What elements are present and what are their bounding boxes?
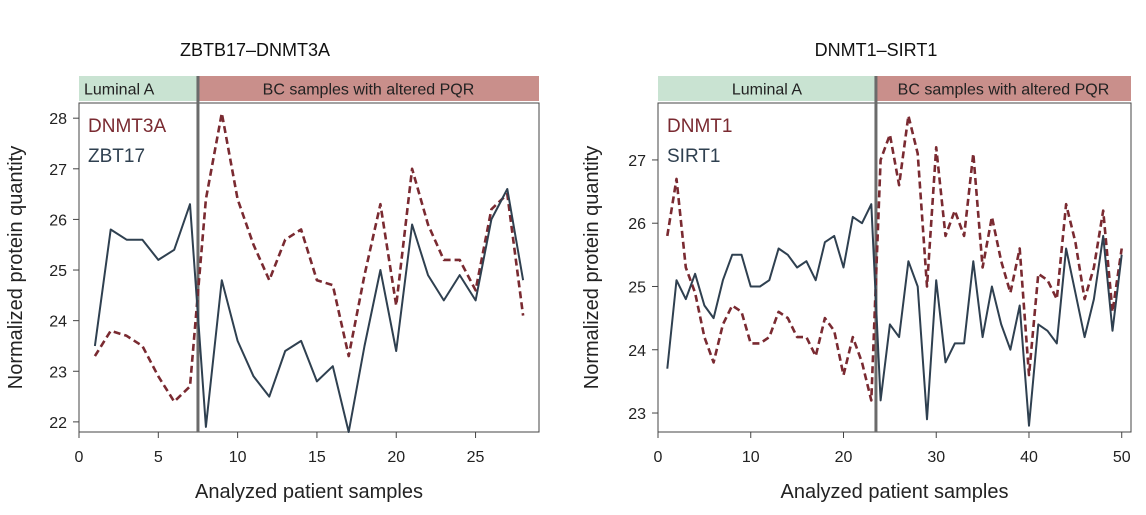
x-axis-label: Analyzed patient samples: [195, 481, 423, 503]
legend-label-sirt1: SIRT1: [667, 146, 721, 167]
legend-label-dnmt1: DNMT1: [667, 116, 732, 137]
x-tick-label: 40: [1020, 449, 1038, 466]
y-tick-label: 24: [49, 314, 67, 331]
y-axis-label: Normalized protein quantity: [5, 146, 27, 389]
group-band-label-2: BC samples with altered PQR: [263, 82, 475, 99]
x-axis-label: Analyzed patient samples: [781, 481, 1009, 503]
x-tick-label: 0: [654, 449, 663, 466]
x-tick-label: 0: [75, 449, 84, 466]
legend-label-zbt17: ZBT17: [88, 146, 145, 167]
x-tick-label: 30: [927, 449, 945, 466]
x-tick-label: 20: [387, 449, 405, 466]
series-line-dnmt1: [666, 114, 1123, 402]
chart-panel-2: DNMT1–SIRT1 Luminal A BC samples with alte…: [581, 40, 1132, 503]
x-tick-label: 25: [467, 449, 485, 466]
x-tick-label: 15: [308, 449, 326, 466]
plot-frame: [657, 102, 1132, 433]
y-tick-label: 25: [628, 279, 646, 296]
y-tick-label: 25: [49, 263, 67, 280]
y-tick-label: 24: [628, 343, 646, 360]
series-line-zbt17: [93, 188, 525, 433]
x-tick-label: 10: [742, 449, 760, 466]
group-band-label-1: Luminal A: [732, 82, 803, 99]
group-band-1: [658, 76, 875, 101]
group-band-2: [876, 76, 1131, 101]
y-tick-label: 22: [49, 415, 67, 432]
group-band-2: [198, 76, 539, 101]
y-tick-label: 27: [628, 153, 646, 170]
y-tick-label: 23: [49, 364, 67, 381]
x-tick-label: 20: [835, 449, 853, 466]
group-band-1: [79, 76, 197, 101]
x-tick-label: 5: [154, 449, 163, 466]
chart-title: ZBTB17–DNMT3A: [180, 40, 330, 60]
y-tick-label: 26: [49, 212, 67, 229]
y-axis-label: Normalized protein quantity: [581, 146, 603, 389]
series-line-sirt1: [666, 203, 1123, 427]
y-tick-label: 28: [49, 111, 67, 128]
x-tick-label: 10: [229, 449, 247, 466]
plot-frame: [78, 102, 540, 433]
group-band-label-2: BC samples with altered PQR: [898, 82, 1110, 99]
chart-panel-1: ZBTB17–DNMT3A Luminal A BC samples with al…: [5, 40, 540, 503]
series-line-dnmt3a: [93, 111, 525, 403]
legend-label-dnmt3a: DNMT3A: [88, 116, 166, 137]
y-tick-label: 26: [628, 216, 646, 233]
y-tick-label: 23: [628, 406, 646, 423]
y-tick-label: 27: [49, 162, 67, 179]
x-tick-label: 50: [1113, 449, 1131, 466]
group-band-label-1: Luminal A: [84, 82, 155, 99]
chart-title: DNMT1–SIRT1: [815, 40, 938, 60]
